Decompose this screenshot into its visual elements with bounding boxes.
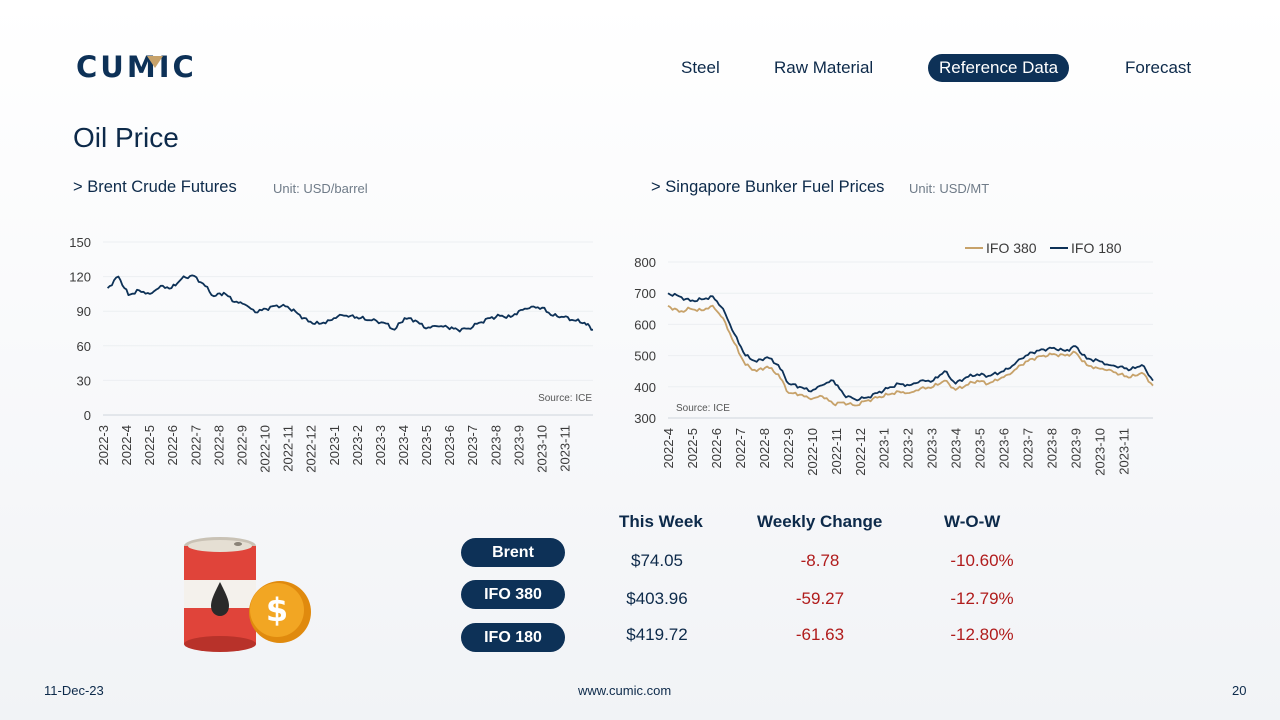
x-tick-label: 2023-4 [396,425,411,465]
y-tick-label: 600 [634,317,656,332]
x-tick-label: 2022-7 [733,428,748,468]
x-tick-label: 2023-4 [949,428,964,468]
x-tick-label: 2023-8 [488,425,503,465]
y-tick-label: 700 [634,286,656,301]
y-tick-label: 400 [634,380,656,395]
brent-change: -8.78 [800,551,840,570]
x-tick-label: 2022-8 [211,425,226,465]
x-tick-label: 2022-11 [829,428,844,475]
x-tick-label: 2023-1 [327,425,342,465]
x-tick-label: 2023-3 [925,428,940,468]
x-tick-label: 2023-7 [465,425,480,465]
x-tick-label: 2023-10 [534,425,549,473]
coin-dollar-symbol: $ [266,591,288,629]
logo-accent-icon [147,56,163,68]
x-tick-label: 2022-12 [304,425,319,473]
x-tick-label: 2023-2 [350,425,365,465]
x-tick-label: 2023-5 [419,425,434,465]
x-tick-label: 2022-5 [685,428,700,468]
x-tick-label: 2022-9 [781,428,796,468]
page-title: Oil Price [73,122,179,153]
brent-section-title: > Brent Crude Futures [73,178,237,196]
nav-forecast[interactable]: Forecast [1125,58,1192,77]
x-tick-label: 2023-2 [901,428,916,468]
x-tick-label: 2023-1 [877,428,892,468]
row-label-ifo180: IFO 180 [461,623,565,652]
x-tick-label: 2022-3 [96,425,111,465]
bunker-section-title: > Singapore Bunker Fuel Prices [651,178,885,196]
legend-label: IFO 380 [986,240,1037,256]
x-tick-label: 2022-5 [142,425,157,465]
ifo180-wow: -12.80% [950,625,1014,644]
footer-page-number: 20 [1232,683,1247,698]
y-tick-label: 120 [69,270,91,285]
x-tick-label: 2023-6 [997,428,1012,468]
x-tick-label: 2023-10 [1092,428,1107,476]
y-tick-label: 500 [634,349,656,364]
legend-label: IFO 180 [1071,240,1122,256]
x-tick-label: 2023-5 [973,428,988,468]
oil-barrel-coin-icon: $ [184,537,311,652]
x-tick-label: 2023-11 [1116,428,1131,475]
source-note: Source: ICE [676,403,730,414]
footer-date: 11-Dec-23 [44,683,104,698]
x-tick-label: 2023-3 [373,425,388,465]
y-tick-label: 30 [77,373,91,388]
x-tick-label: 2022-10 [805,428,820,476]
x-tick-label: 2022-12 [853,428,868,476]
x-tick-label: 2022-4 [119,425,134,465]
x-tick-label: 2023-7 [1021,428,1036,468]
y-tick-label: 60 [77,339,91,354]
x-tick-label: 2023-9 [511,425,526,465]
series-line [106,274,594,333]
header-weekly-change: Weekly Change [757,512,883,531]
logo-text: CUMIC [76,52,197,82]
x-tick-label: 2022-6 [165,425,180,465]
x-tick-label: 2023-9 [1068,428,1083,468]
y-tick-label: 0 [84,408,91,423]
nav-steel[interactable]: Steel [681,58,720,77]
ifo380-price: $403.96 [626,589,688,608]
cumic-logo[interactable]: CUMIC [76,52,206,82]
footer-website[interactable]: www.cumic.com [578,683,672,698]
y-tick-label: 800 [634,255,656,270]
x-tick-label: 2022-4 [661,428,676,468]
brent-wow: -10.60% [950,551,1014,570]
bunker-unit: Unit: USD/MT [909,181,990,196]
source-note: Source: ICE [538,393,592,404]
series-line-ifo-380 [667,304,1154,407]
x-tick-label: 2023-6 [442,425,457,465]
x-tick-label: 2022-7 [188,425,203,465]
x-tick-label: 2022-11 [281,425,296,472]
x-tick-label: 2022-8 [757,428,772,468]
nav-raw-material[interactable]: Raw Material [774,58,874,77]
header-this-week: This Week [619,512,703,531]
nav-reference-data[interactable]: Reference Data [928,54,1070,82]
x-tick-label: 2022-9 [234,425,249,465]
row-label-brent: Brent [461,538,565,567]
y-tick-label: 90 [77,304,91,319]
header-wow: W-O-W [944,512,1001,531]
x-tick-label: 2023-8 [1045,428,1060,468]
x-tick-label: 2022-10 [258,425,273,473]
x-tick-label: 2022-6 [709,428,724,468]
x-tick-label: 2023-11 [558,425,573,472]
bunker-fuel-chart: 300 400 500 600 700 800 2022-4 2022-5 2022-6 2022… [634,240,1154,476]
y-tick-label: 300 [634,411,656,426]
series-line-ifo-180 [667,292,1154,402]
brent-unit: Unit: USD/barrel [273,181,368,196]
ifo180-price: $419.72 [626,625,688,644]
ifo180-change: -61.63 [795,625,845,644]
row-label-ifo380: IFO 380 [461,580,565,609]
brent-crude-chart: 0 30 60 90 120 150 2022-3 2022-4 2022-5 2022-6 202… [69,235,594,473]
y-tick-label: 150 [69,235,91,250]
ifo380-wow: -12.79% [950,589,1014,608]
ifo380-change: -59.27 [795,589,845,608]
brent-price: $74.05 [631,551,683,570]
